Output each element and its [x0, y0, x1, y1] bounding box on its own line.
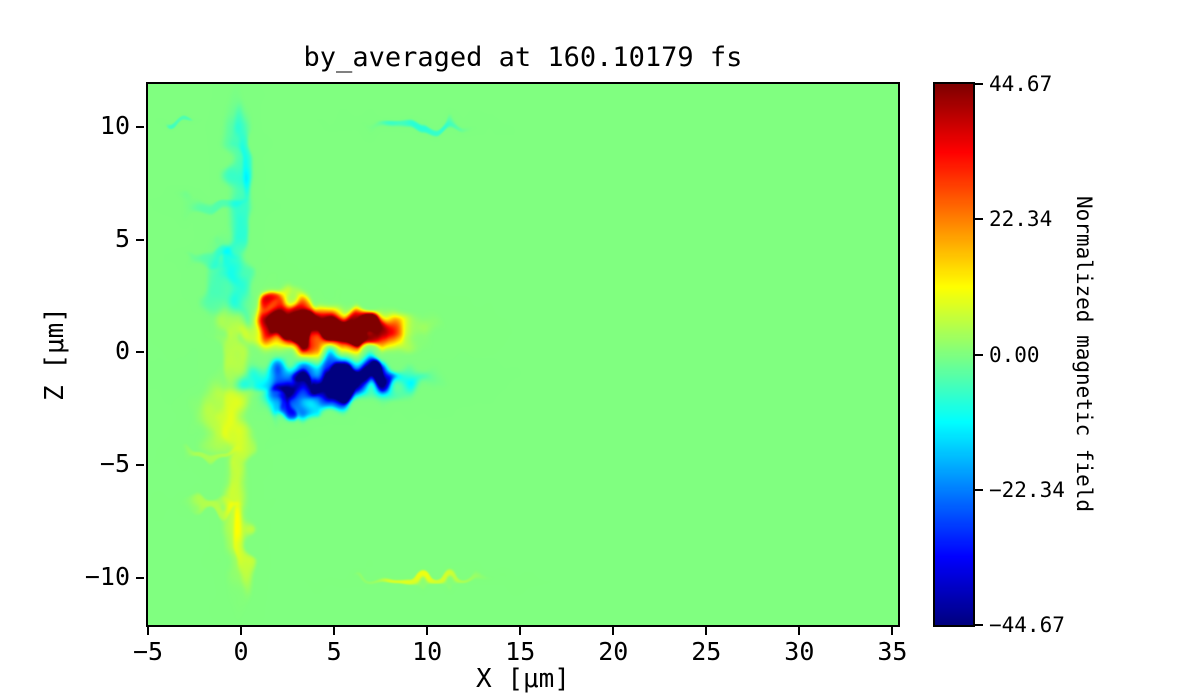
colorbar-tick-label: −44.67	[989, 613, 1065, 637]
y-tick-label: 0	[114, 336, 130, 366]
plot-area	[146, 82, 900, 627]
heatmap-canvas	[148, 84, 898, 625]
colorbar-tick-label: 22.34	[989, 207, 1053, 232]
y-tick-mark	[136, 576, 144, 579]
x-tick-label: −5	[132, 637, 164, 666]
y-tick-label: 10	[99, 110, 130, 140]
y-tick-mark	[136, 125, 144, 128]
x-tick-mark	[798, 627, 801, 635]
colorbar-tick-label: 44.67	[989, 72, 1053, 96]
x-tick-mark	[519, 627, 522, 635]
colorbar-canvas	[935, 84, 973, 625]
x-tick-label: 10	[412, 637, 443, 666]
colorbar-tick-mark	[975, 624, 983, 626]
x-axis-label: X [μm]	[476, 664, 570, 694]
colorbar-tick-mark	[975, 218, 983, 221]
x-tick-mark	[240, 627, 243, 635]
y-tick-label: −5	[99, 448, 130, 478]
x-tick-mark	[705, 627, 708, 635]
x-tick-label: 25	[691, 637, 722, 666]
x-tick-label: 30	[784, 637, 815, 666]
y-tick-mark	[136, 463, 144, 466]
x-tick-label: 0	[233, 637, 249, 666]
colorbar-tick-label: 0.00	[989, 342, 1040, 367]
colorbar-tick-mark	[975, 488, 983, 491]
colorbar-tick-label: −22.34	[989, 477, 1065, 502]
y-tick-mark	[136, 351, 144, 354]
x-tick-label: 20	[598, 637, 629, 666]
colorbar-label: Normalized magnetic field	[1072, 196, 1096, 513]
x-tick-mark	[426, 627, 429, 635]
x-tick-label: 35	[877, 637, 908, 666]
x-tick-label: 5	[326, 637, 342, 666]
y-tick-mark	[136, 238, 144, 241]
y-axis-label: Z [μm]	[40, 307, 70, 401]
colorbar-tick-mark	[975, 83, 983, 85]
y-tick-label: −10	[84, 561, 130, 591]
x-tick-mark	[891, 627, 894, 635]
x-tick-mark	[612, 627, 615, 635]
colorbar-tick-mark	[975, 353, 983, 356]
x-tick-mark	[333, 627, 336, 635]
y-tick-label: 5	[114, 223, 130, 253]
colorbar	[933, 82, 975, 627]
plot-title: by_averaged at 160.10179 fs	[303, 42, 743, 73]
x-tick-label: 15	[505, 637, 536, 666]
x-tick-mark	[147, 627, 149, 635]
